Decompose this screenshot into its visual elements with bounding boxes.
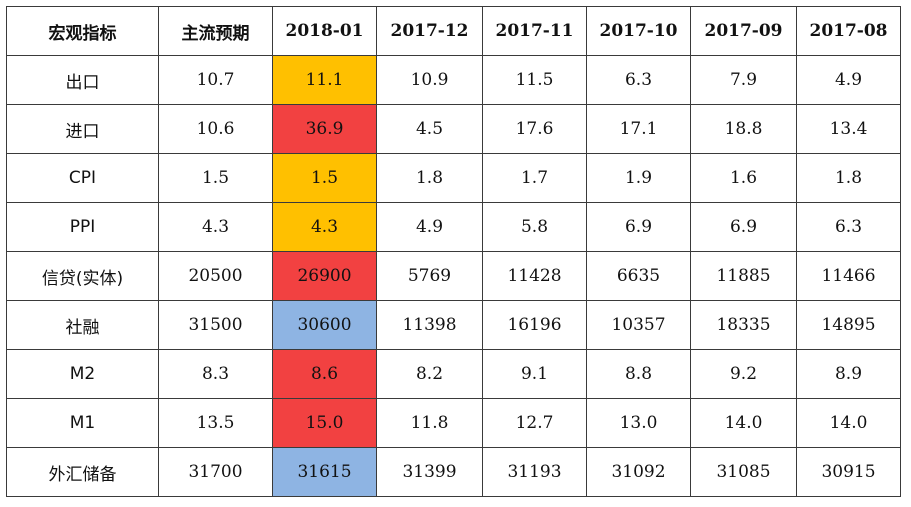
history-cell: 1.9 (586, 153, 691, 203)
history-cell: 17.6 (482, 104, 587, 154)
current-value-cell: 36.9 (272, 104, 377, 154)
table-row: M1 13.5 15.0 11.8 12.7 13.0 14.0 14.0 (6, 398, 901, 448)
history-cell: 11885 (690, 251, 797, 301)
history-cell: 11398 (376, 300, 483, 350)
indicator-cell: 信贷(实体) (6, 251, 159, 301)
current-value-cell: 30600 (272, 300, 377, 350)
expected-cell: 20500 (158, 251, 273, 301)
history-cell: 31085 (690, 447, 797, 497)
history-cell: 1.6 (690, 153, 797, 203)
indicator-cell: 外汇储备 (6, 447, 159, 497)
header-2017-12: 2017-12 (376, 6, 483, 56)
history-cell: 11466 (796, 251, 901, 301)
history-cell: 10357 (586, 300, 691, 350)
table-header: 宏观指标 主流预期 2018-01 2017-12 2017-11 2017-1… (6, 6, 901, 56)
history-cell: 17.1 (586, 104, 691, 154)
expected-cell: 31500 (158, 300, 273, 350)
history-cell: 14.0 (690, 398, 797, 448)
history-cell: 8.2 (376, 349, 483, 399)
history-cell: 31193 (482, 447, 587, 497)
current-value-cell: 8.6 (272, 349, 377, 399)
header-2017-10: 2017-10 (586, 6, 691, 56)
history-cell: 11.8 (376, 398, 483, 448)
table-row: M2 8.3 8.6 8.2 9.1 8.8 9.2 8.9 (6, 349, 901, 399)
header-2017-09: 2017-09 (690, 6, 797, 56)
table-row: 出口 10.7 11.1 10.9 11.5 6.3 7.9 4.9 (6, 55, 901, 105)
history-cell: 14895 (796, 300, 901, 350)
history-cell: 4.9 (376, 202, 483, 252)
header-2018-01: 2018-01 (272, 6, 377, 56)
history-cell: 31399 (376, 447, 483, 497)
history-cell: 18335 (690, 300, 797, 350)
header-2017-08: 2017-08 (796, 6, 901, 56)
history-cell: 6635 (586, 251, 691, 301)
expected-cell: 13.5 (158, 398, 273, 448)
expected-cell: 10.6 (158, 104, 273, 154)
header-expected: 主流预期 (158, 6, 273, 56)
history-cell: 8.9 (796, 349, 901, 399)
table-row: 社融 31500 30600 11398 16196 10357 18335 14895 (6, 300, 901, 350)
indicator-cell: 社融 (6, 300, 159, 350)
history-cell: 4.5 (376, 104, 483, 154)
expected-cell: 31700 (158, 447, 273, 497)
history-cell: 30915 (796, 447, 901, 497)
history-cell: 10.9 (376, 55, 483, 105)
current-value-cell: 11.1 (272, 55, 377, 105)
header-2017-11: 2017-11 (482, 6, 587, 56)
history-cell: 13.0 (586, 398, 691, 448)
current-value-cell: 1.5 (272, 153, 377, 203)
table-row: 信贷(实体) 20500 26900 5769 11428 6635 11885 11466 (6, 251, 901, 301)
history-cell: 13.4 (796, 104, 901, 154)
history-cell: 6.9 (690, 202, 797, 252)
history-cell: 9.2 (690, 349, 797, 399)
history-cell: 8.8 (586, 349, 691, 399)
history-cell: 1.8 (376, 153, 483, 203)
table-row: PPI 4.3 4.3 4.9 5.8 6.9 6.9 6.3 (6, 202, 901, 252)
indicator-cell: 出口 (6, 55, 159, 105)
history-cell: 9.1 (482, 349, 587, 399)
history-cell: 18.8 (690, 104, 797, 154)
history-cell: 7.9 (690, 55, 797, 105)
indicator-cell: CPI (6, 153, 159, 203)
history-cell: 6.3 (586, 55, 691, 105)
macro-indicators-table: 宏观指标 主流预期 2018-01 2017-12 2017-11 2017-1… (6, 6, 901, 497)
history-cell: 12.7 (482, 398, 587, 448)
expected-cell: 8.3 (158, 349, 273, 399)
history-cell: 11.5 (482, 55, 587, 105)
history-cell: 1.7 (482, 153, 587, 203)
current-value-cell: 31615 (272, 447, 377, 497)
expected-cell: 4.3 (158, 202, 273, 252)
history-cell: 6.3 (796, 202, 901, 252)
indicator-cell: 进口 (6, 104, 159, 154)
header-row: 宏观指标 主流预期 2018-01 2017-12 2017-11 2017-1… (6, 6, 901, 56)
indicator-cell: M1 (6, 398, 159, 448)
history-cell: 6.9 (586, 202, 691, 252)
history-cell: 5769 (376, 251, 483, 301)
history-cell: 4.9 (796, 55, 901, 105)
current-value-cell: 15.0 (272, 398, 377, 448)
history-cell: 14.0 (796, 398, 901, 448)
indicator-cell: PPI (6, 202, 159, 252)
history-cell: 16196 (482, 300, 587, 350)
indicator-cell: M2 (6, 349, 159, 399)
history-cell: 5.8 (482, 202, 587, 252)
current-value-cell: 4.3 (272, 202, 377, 252)
header-indicator: 宏观指标 (6, 6, 159, 56)
history-cell: 11428 (482, 251, 587, 301)
table-body: 出口 10.7 11.1 10.9 11.5 6.3 7.9 4.9 进口 10.6 36.9 4.5… (6, 55, 901, 497)
expected-cell: 1.5 (158, 153, 273, 203)
current-value-cell: 26900 (272, 251, 377, 301)
history-cell: 1.8 (796, 153, 901, 203)
table-row: CPI 1.5 1.5 1.8 1.7 1.9 1.6 1.8 (6, 153, 901, 203)
table-row: 外汇储备 31700 31615 31399 31193 31092 31085 30915 (6, 447, 901, 497)
table-row: 进口 10.6 36.9 4.5 17.6 17.1 18.8 13.4 (6, 104, 901, 154)
expected-cell: 10.7 (158, 55, 273, 105)
history-cell: 31092 (586, 447, 691, 497)
